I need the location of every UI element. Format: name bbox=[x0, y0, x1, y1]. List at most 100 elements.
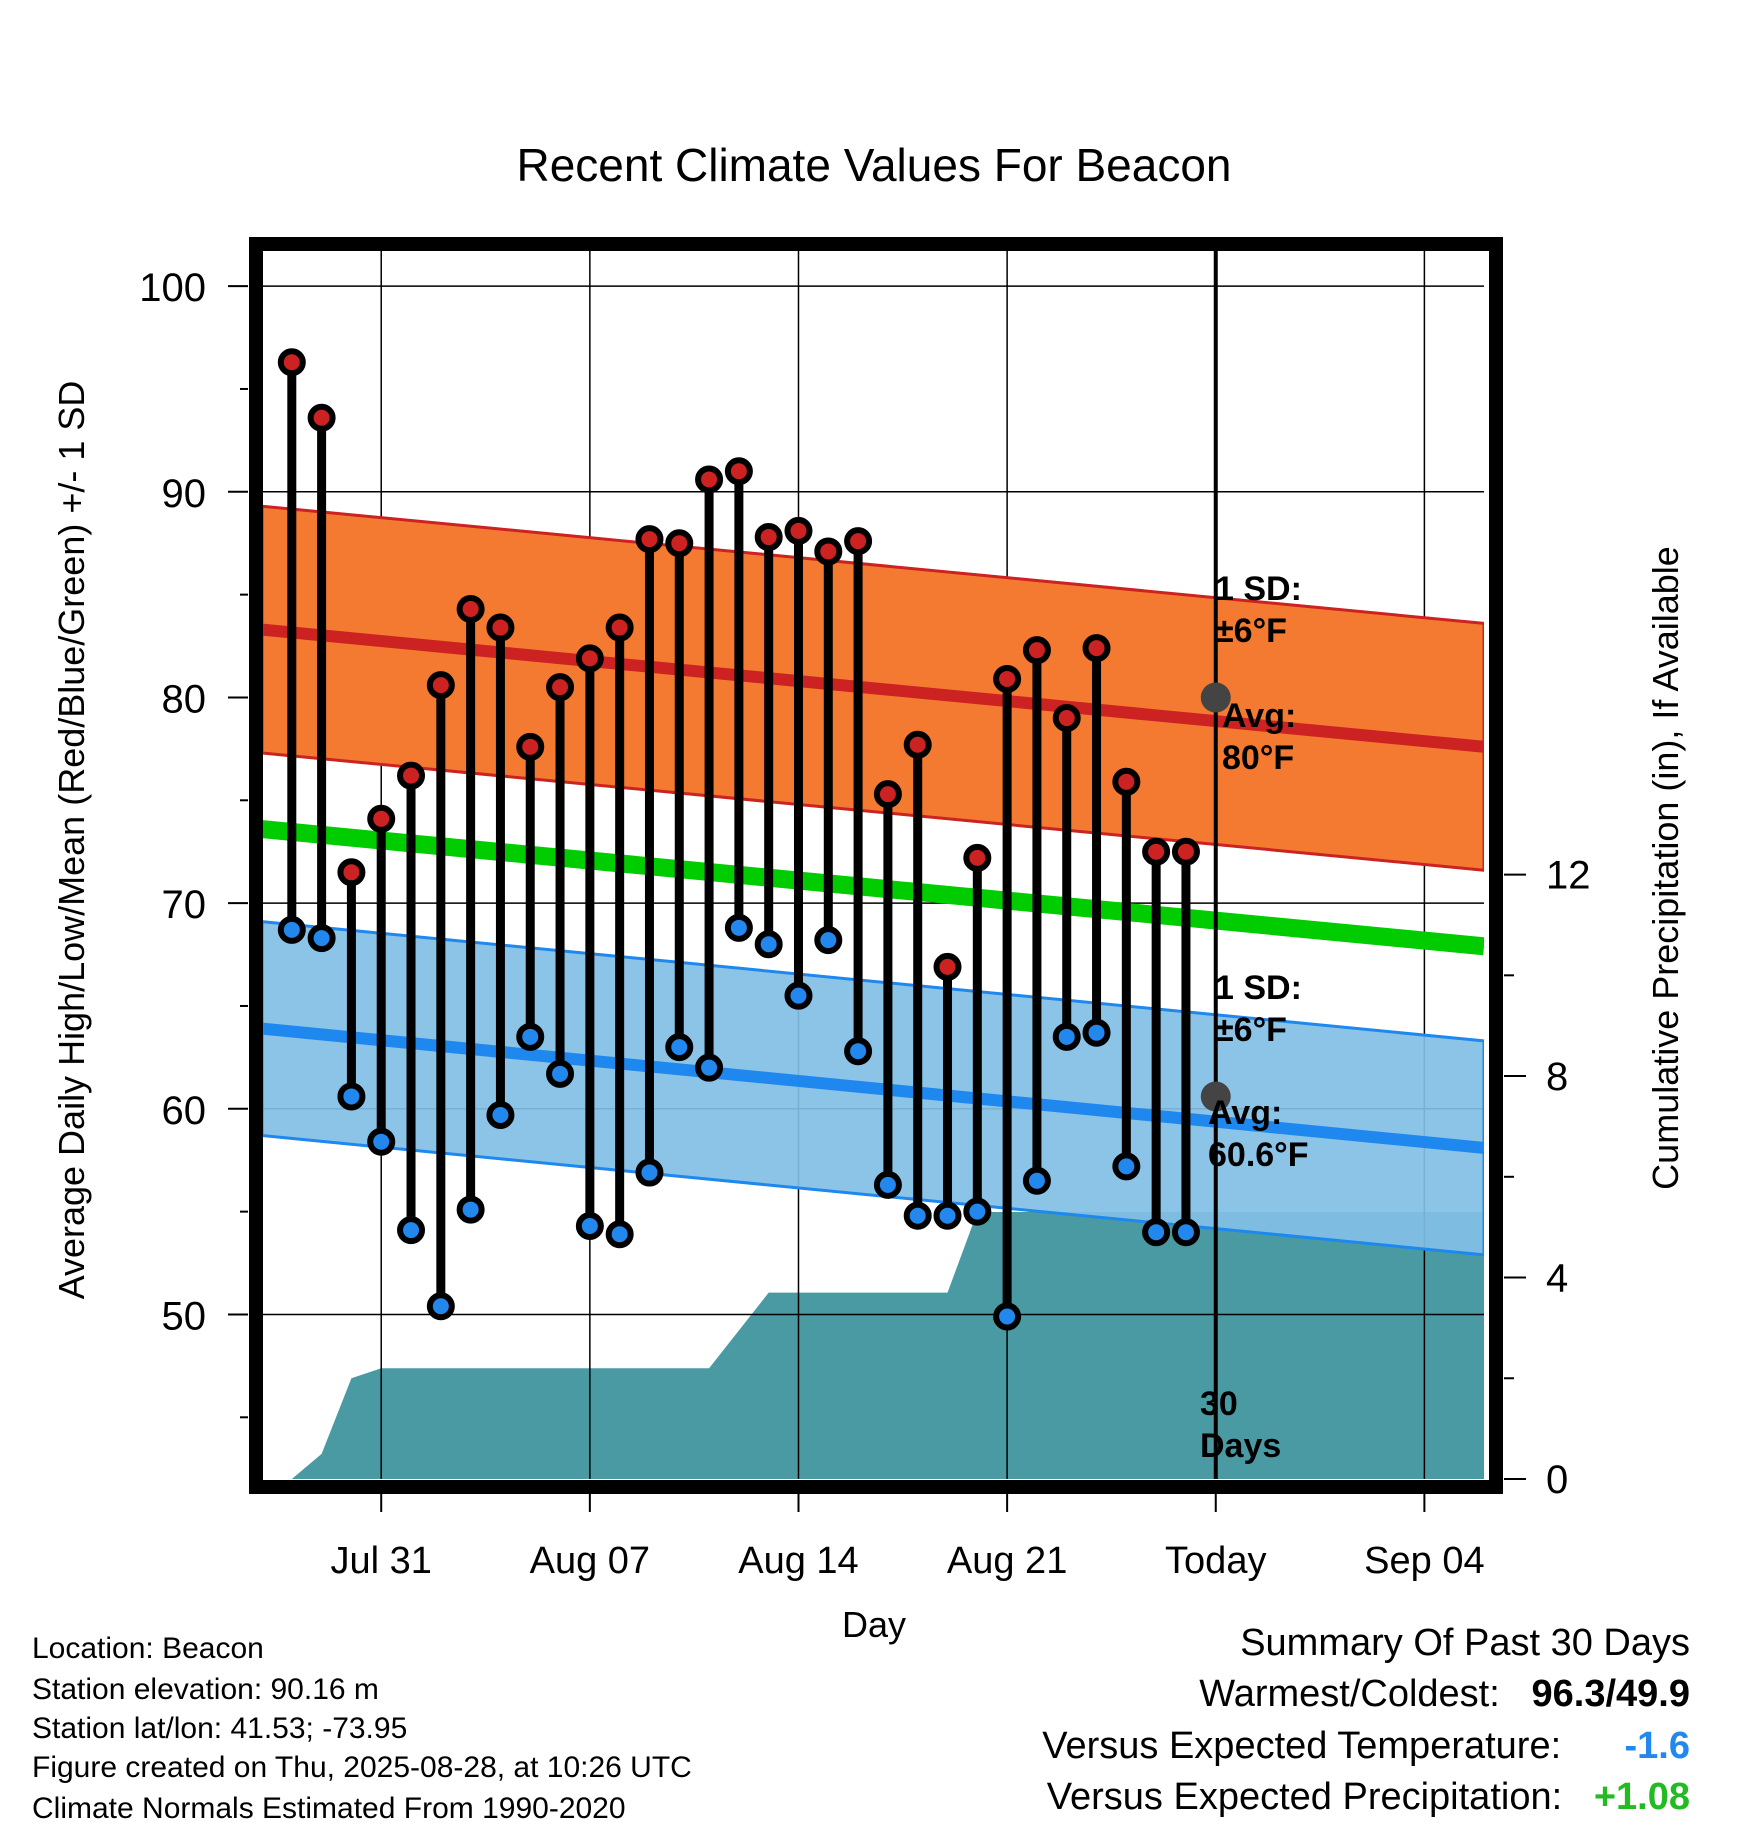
precip-area bbox=[262, 1212, 1484, 1479]
info-latlon: Station lat/lon: 41.53; -73.95 bbox=[32, 1712, 408, 1745]
low-point-2025-08-06 bbox=[546, 1059, 575, 1088]
high-point-2025-08-14 bbox=[784, 516, 813, 545]
info-normals: Climate Normals Estimated From 1990-2020 bbox=[32, 1792, 626, 1825]
summary-temp-value: -1.6 bbox=[1624, 1725, 1690, 1767]
high-point-2025-08-07 bbox=[575, 644, 604, 673]
summary-title: Summary Of Past 30 Days bbox=[1240, 1622, 1690, 1664]
low-point-2025-08-12 bbox=[724, 913, 753, 942]
low-point-2025-08-07 bbox=[575, 1212, 604, 1241]
low-avg-line bbox=[262, 1022, 1484, 1154]
today-high-avg-dot bbox=[1200, 682, 1231, 713]
high-point-2025-07-30 bbox=[337, 858, 366, 887]
y-tick-label-100: 100 bbox=[139, 266, 206, 310]
low-point-2025-08-18 bbox=[903, 1201, 932, 1230]
info-elevation: Station elevation: 90.16 m bbox=[32, 1673, 379, 1706]
x-axis: Jul 31 Aug 07 Aug 14 Aug 21 Today Sep 04 bbox=[331, 1494, 1485, 1582]
summary-temp-label: Versus Expected Temperature: bbox=[1042, 1725, 1562, 1767]
annotation-low-avg-label: Avg: bbox=[1208, 1094, 1282, 1132]
annotation-low-avg-value: 60.6°F bbox=[1208, 1136, 1309, 1174]
high-point-2025-08-05 bbox=[516, 732, 545, 761]
annotation-high-band-value: ±6°F bbox=[1215, 612, 1287, 650]
low-point-2025-08-02 bbox=[426, 1292, 455, 1321]
low-point-2025-08-08 bbox=[605, 1220, 634, 1249]
high-point-2025-08-16 bbox=[844, 527, 873, 556]
low-point-2025-08-27 bbox=[1171, 1218, 1200, 1247]
high-point-2025-08-03 bbox=[456, 595, 485, 624]
high-point-2025-08-02 bbox=[426, 671, 455, 700]
summary-temp: Versus Expected Temperature: -1.6 bbox=[1042, 1727, 1690, 1765]
low-point-2025-08-05 bbox=[516, 1022, 545, 1051]
y-tick-label-80: 80 bbox=[162, 677, 207, 721]
summary-warmest: 96.3 bbox=[1531, 1673, 1606, 1715]
high-point-2025-07-28 bbox=[277, 348, 306, 377]
high-point-2025-08-22 bbox=[1022, 636, 1051, 665]
x-tick-label-aug-14: Aug 14 bbox=[738, 1540, 858, 1582]
high-point-2025-08-27 bbox=[1171, 837, 1200, 866]
annotation-high-avg-label: Avg: bbox=[1222, 697, 1296, 735]
low-point-2025-08-03 bbox=[456, 1195, 485, 1224]
high-point-2025-08-09 bbox=[635, 525, 664, 554]
days-label-word: Days bbox=[1200, 1427, 1281, 1465]
high-point-2025-08-26 bbox=[1142, 837, 1171, 866]
plot-area bbox=[262, 245, 1484, 1479]
chart-title: Recent Climate Values For Beacon bbox=[516, 139, 1231, 191]
high-avg-line bbox=[262, 623, 1484, 753]
summary-slash: / bbox=[1605, 1673, 1617, 1715]
low-point-2025-08-23 bbox=[1052, 1022, 1081, 1051]
high-point-2025-08-23 bbox=[1052, 704, 1081, 733]
high-point-2025-08-06 bbox=[546, 673, 575, 702]
low-point-2025-08-21 bbox=[993, 1302, 1022, 1331]
y-axis: 50 60 70 80 90 100 bbox=[139, 266, 248, 1419]
high-point-2025-08-21 bbox=[993, 664, 1022, 693]
low-point-2025-08-20 bbox=[963, 1197, 992, 1226]
high-point-2025-08-19 bbox=[933, 952, 962, 981]
y-tick-label-60: 60 bbox=[162, 1089, 207, 1133]
low-point-2025-08-19 bbox=[933, 1201, 962, 1230]
y2-tick-label-12: 12 bbox=[1546, 854, 1591, 898]
y-axis-label: Average Daily High/Low/Mean (Red/Blue/Gr… bbox=[51, 381, 92, 1300]
high-point-2025-08-01 bbox=[397, 761, 426, 790]
high-point-2025-08-11 bbox=[695, 465, 724, 494]
info-location: Location: Beacon bbox=[32, 1632, 264, 1665]
low-point-2025-08-25 bbox=[1112, 1152, 1141, 1181]
high-point-2025-08-12 bbox=[724, 457, 753, 486]
summary-warm-coldest: Warmest/Coldest: 96.3/49.9 bbox=[1199, 1675, 1690, 1713]
high-point-2025-08-24 bbox=[1082, 634, 1111, 663]
y-tick-label-70: 70 bbox=[162, 883, 207, 927]
low-point-2025-08-10 bbox=[665, 1033, 694, 1062]
high-point-2025-08-04 bbox=[486, 613, 515, 642]
high-point-2025-08-08 bbox=[605, 613, 634, 642]
low-point-2025-08-17 bbox=[873, 1170, 902, 1199]
annotation-high-avg-value: 80°F bbox=[1222, 739, 1294, 777]
high-point-2025-08-18 bbox=[903, 730, 932, 759]
high-point-2025-08-15 bbox=[814, 537, 843, 566]
low-point-2025-08-26 bbox=[1142, 1218, 1171, 1247]
x-tick-label-sep-04: Sep 04 bbox=[1364, 1540, 1484, 1582]
today-low-avg-dot bbox=[1200, 1081, 1231, 1112]
summary-precip-value: +1.08 bbox=[1593, 1776, 1690, 1818]
low-point-2025-08-16 bbox=[844, 1037, 873, 1066]
high-point-2025-07-31 bbox=[367, 804, 396, 833]
x-tick-label-aug-07: Aug 07 bbox=[530, 1540, 650, 1582]
x-tick-label-today: Today bbox=[1165, 1540, 1266, 1582]
days-label-number: 30 bbox=[1200, 1385, 1238, 1423]
mean-avg-line bbox=[262, 820, 1484, 956]
low-point-2025-08-11 bbox=[695, 1053, 724, 1082]
low-point-2025-08-01 bbox=[397, 1216, 426, 1245]
low-point-2025-08-24 bbox=[1082, 1018, 1111, 1047]
low-point-2025-07-31 bbox=[367, 1127, 396, 1156]
summary-coldest: 49.9 bbox=[1616, 1673, 1690, 1715]
low-point-2025-08-15 bbox=[814, 926, 843, 955]
y2-tick-label-8: 8 bbox=[1546, 1055, 1568, 1099]
low-point-2025-08-22 bbox=[1022, 1166, 1051, 1195]
annotations: 1 SD: ±6°F Avg: 80°F 1 SD: ±6°F Avg: 60.6°F bbox=[1208, 570, 1309, 1174]
low-point-2025-07-29 bbox=[307, 924, 336, 953]
y2-axis-label: Cumulative Precipitation (in), If Availa… bbox=[1645, 546, 1686, 1190]
x-tick-label-aug-21: Aug 21 bbox=[947, 1540, 1067, 1582]
high-point-2025-08-25 bbox=[1112, 767, 1141, 796]
low-point-2025-07-28 bbox=[277, 915, 306, 944]
annotation-high-band-label: 1 SD: bbox=[1215, 570, 1302, 608]
annotation-low-band-value: ±6°F bbox=[1215, 1011, 1287, 1049]
summary-precip: Versus Expected Precipitation: +1.08 bbox=[1047, 1778, 1690, 1816]
